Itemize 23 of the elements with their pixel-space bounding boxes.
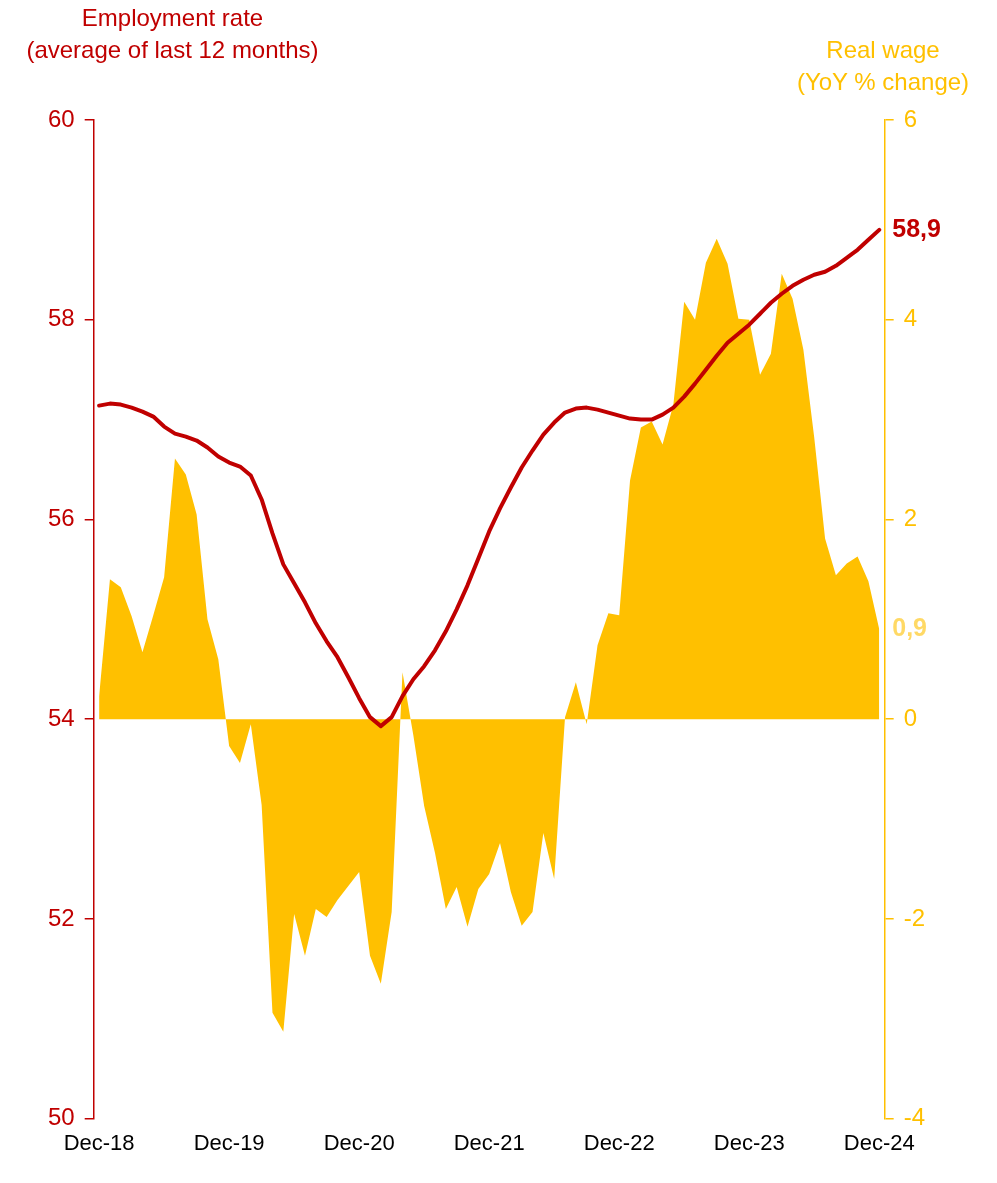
y-tick-label: 54 (47, 703, 75, 731)
y-axis-title: Employment rate (average of last 12 months) (25, 3, 320, 65)
y-tick-label: 60 (47, 104, 75, 132)
y-tick-label: 52 (47, 903, 75, 931)
data-label: 0,9 (892, 613, 928, 642)
data-label: 58,9 (892, 213, 941, 242)
y-tick-label: 56 (47, 504, 75, 532)
x-tick-label: Dec-20 (323, 1129, 395, 1155)
y-tick-label: 50 (47, 1103, 75, 1131)
y2-axis-title: Real wage (YoY % change) (795, 35, 971, 97)
x-tick-label: Dec-23 (713, 1129, 785, 1155)
y-tick-label: 58 (47, 304, 75, 332)
y2-tick-label: 0 (903, 703, 918, 731)
y2-tick-label: 6 (903, 104, 918, 132)
x-tick-label: Dec-22 (583, 1129, 655, 1155)
y2-tick-label: -4 (903, 1103, 925, 1131)
x-tick-label: Dec-18 (63, 1129, 135, 1155)
y2-tick-label: 4 (903, 304, 918, 332)
x-tick-label: Dec-21 (453, 1129, 525, 1155)
x-tick-label: Dec-19 (193, 1129, 265, 1155)
y2-tick-label: -2 (903, 903, 925, 931)
y2-tick-label: 2 (903, 504, 918, 532)
x-tick-label: Dec-24 (843, 1129, 915, 1155)
